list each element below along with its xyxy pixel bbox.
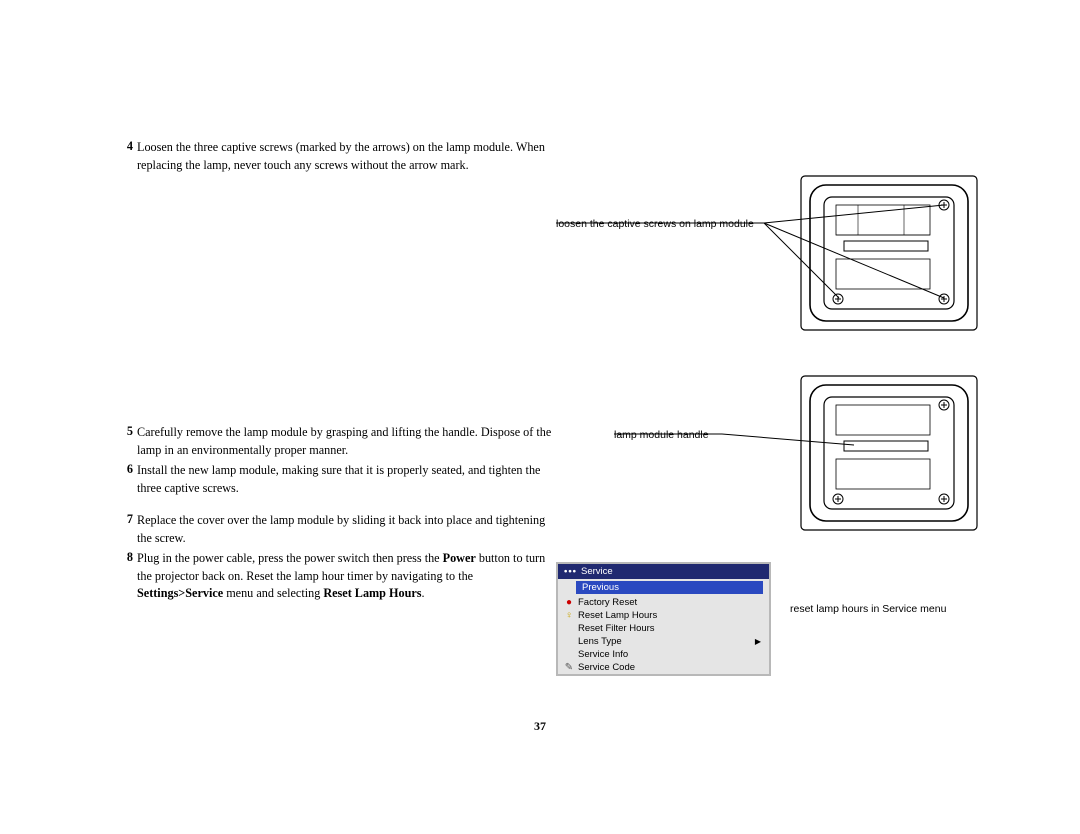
manual-page: 4 Loosen the three captive screws (marke…: [0, 0, 1080, 834]
menu-label: Factory Reset: [578, 597, 637, 608]
menu-label: Lens Type: [578, 636, 622, 647]
menu-item-service-info[interactable]: Service Info: [558, 648, 769, 661]
menu-item-factory-reset[interactable]: ● Factory Reset: [558, 596, 769, 609]
step-number: 8: [119, 550, 133, 565]
bold: Settings>Service: [137, 586, 223, 600]
step-text: Install the new lamp module, making sure…: [137, 462, 552, 497]
step-text: Plug in the power cable, press the power…: [137, 550, 552, 603]
bold: Reset Lamp Hours: [323, 586, 421, 600]
menu-label: Previous: [582, 582, 619, 593]
menu-dots-icon: •••: [564, 566, 577, 577]
text: Plug in the power cable, press the power…: [137, 551, 443, 565]
text: .: [422, 586, 425, 600]
step-5: 5 Carefully remove the lamp module by gr…: [137, 424, 552, 459]
bulb-icon: ♀: [564, 610, 574, 621]
menu-item-previous[interactable]: Previous: [576, 581, 763, 594]
step-number: 7: [119, 512, 133, 527]
bold: Power: [443, 551, 476, 565]
step-number: 4: [119, 139, 133, 154]
text: menu and selecting: [223, 586, 323, 600]
menu-item-lens-type[interactable]: Lens Type ▶: [558, 635, 769, 648]
menu-label: Reset Filter Hours: [578, 623, 655, 634]
step-4: 4 Loosen the three captive screws (marke…: [137, 139, 552, 174]
menu-label: Service Info: [578, 649, 628, 660]
menu-header: ••• Service: [558, 564, 769, 579]
menu-title: Service: [581, 566, 613, 577]
submenu-arrow-icon: ▶: [755, 637, 761, 646]
menu-item-service-code[interactable]: ✎ Service Code: [558, 661, 769, 674]
page-number: 37: [0, 719, 1080, 734]
step-number: 5: [119, 424, 133, 439]
menu-item-reset-lamp-hours[interactable]: ♀ Reset Lamp Hours: [558, 609, 769, 622]
service-menu: ••• Service Previous ● Factory Reset ♀ R…: [556, 562, 771, 676]
step-7: 7 Replace the cover over the lamp module…: [137, 512, 552, 547]
step-text: Carefully remove the lamp module by gras…: [137, 424, 552, 459]
menu-item-reset-filter-hours[interactable]: Reset Filter Hours: [558, 622, 769, 635]
step-6: 6 Install the new lamp module, making su…: [137, 462, 552, 497]
step-text: Replace the cover over the lamp module b…: [137, 512, 552, 547]
menu-body: Previous ● Factory Reset ♀ Reset Lamp Ho…: [558, 581, 769, 674]
wrench-icon: ✎: [564, 662, 574, 673]
red-dot-icon: ●: [564, 597, 574, 608]
step-number: 6: [119, 462, 133, 477]
menu-label: Service Code: [578, 662, 635, 673]
caption-reset-lamp: reset lamp hours in Service menu: [790, 603, 946, 615]
step-8: 8 Plug in the power cable, press the pow…: [137, 550, 552, 603]
menu-label: Reset Lamp Hours: [578, 610, 657, 621]
step-text: Loosen the three captive screws (marked …: [137, 139, 552, 174]
